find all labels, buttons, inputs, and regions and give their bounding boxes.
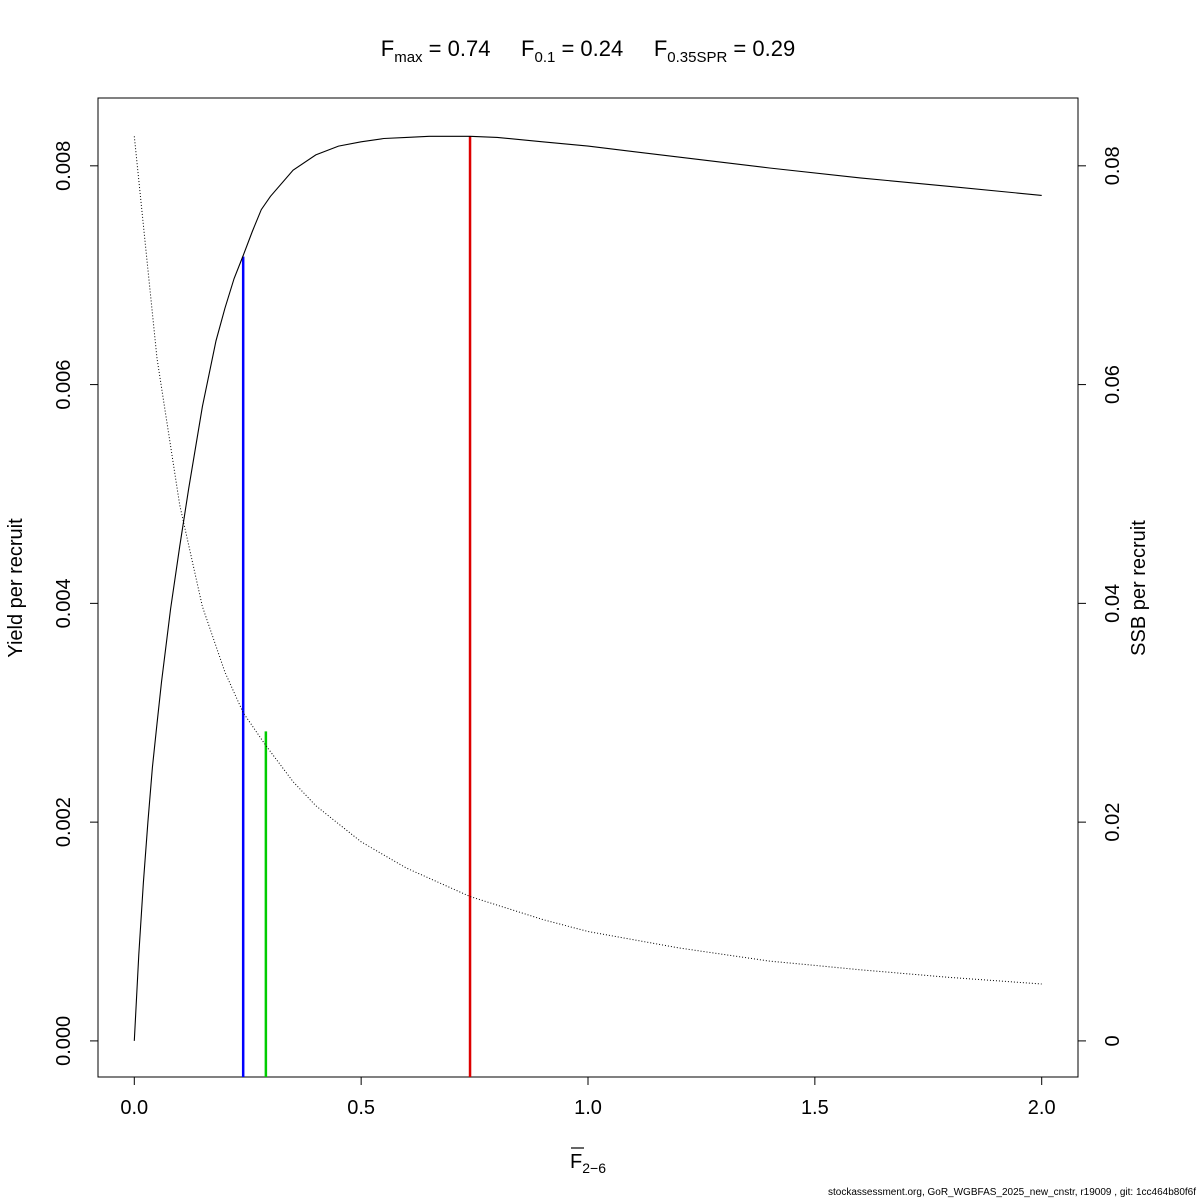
- y-right-tick-label: 0.04: [1102, 584, 1124, 623]
- title-fspr-base: F: [654, 36, 667, 61]
- y-axis-label-right: SSB per recruit: [1128, 520, 1150, 656]
- x-axis-label: F2−6: [570, 1151, 606, 1176]
- y-right-tick-label: 0: [1102, 1035, 1124, 1046]
- y-left-tick-label: 0.000: [53, 1016, 75, 1066]
- title-fmax-value: 0.74: [448, 36, 491, 61]
- title-f01-sub: 0.1: [534, 49, 555, 66]
- y-left-tick-label: 0.004: [53, 578, 75, 628]
- title-fmax-base: F: [381, 36, 394, 61]
- y-left-tick-label: 0.006: [53, 360, 75, 410]
- title-f01-base: F: [521, 36, 534, 61]
- x-axis: 0.0 0.5 1.0 1.5 2.0: [120, 1077, 1056, 1119]
- y-axis-left: 0.000 0.002 0.004 0.006 0.008: [53, 141, 98, 1066]
- title-f01-value: 0.24: [580, 36, 623, 61]
- y-left-tick-label: 0.002: [53, 797, 75, 847]
- x-axis-label-base: F: [570, 1151, 582, 1173]
- plot-frame: [97, 97, 1079, 1078]
- y-right-tick-label: 0.06: [1102, 365, 1124, 404]
- title-fspr-sub: 0.35SPR: [667, 49, 727, 66]
- chart-title: Fmax = 0.74 F0.1 = 0.24 F0.35SPR = 0.29: [381, 36, 795, 66]
- footer-credit: stockassessment.org, GoR_WGBFAS_2025_new…: [828, 1187, 1196, 1198]
- yield-per-recruit-line: [133, 135, 1042, 1041]
- y-right-tick-label: 0.02: [1102, 803, 1124, 842]
- x-tick-label: 1.0: [574, 1097, 602, 1119]
- y-axis-right: 0 0.02 0.04 0.06 0.08: [1078, 146, 1124, 1046]
- y-axis-label-left: Yield per recruit: [5, 518, 27, 658]
- x-axis-label-sub: 2−6: [582, 1160, 606, 1176]
- x-tick-label: 2.0: [1028, 1097, 1056, 1119]
- y-right-tick-label: 0.08: [1102, 146, 1124, 185]
- x-tick-label: 0.5: [347, 1097, 375, 1119]
- x-tick-label: 0.0: [120, 1097, 148, 1119]
- x-tick-label: 1.5: [801, 1097, 829, 1119]
- title-fspr-value: 0.29: [752, 36, 795, 61]
- y-left-tick-label: 0.008: [53, 141, 75, 191]
- ssb-per-recruit-line: [133, 136, 1042, 985]
- title-fmax-sub: max: [394, 49, 423, 66]
